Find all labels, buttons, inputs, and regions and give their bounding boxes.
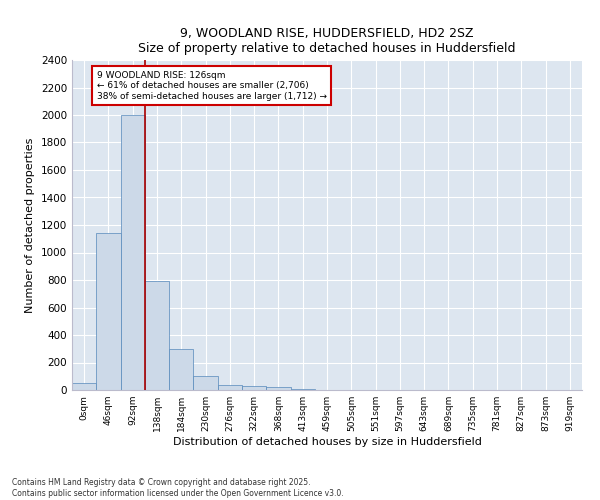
Bar bbox=[193, 376, 218, 390]
Text: Contains HM Land Registry data © Crown copyright and database right 2025.
Contai: Contains HM Land Registry data © Crown c… bbox=[12, 478, 344, 498]
Bar bbox=[242, 386, 266, 390]
X-axis label: Distribution of detached houses by size in Huddersfield: Distribution of detached houses by size … bbox=[173, 437, 481, 447]
Bar bbox=[121, 115, 145, 390]
Bar bbox=[169, 350, 193, 390]
Title: 9, WOODLAND RISE, HUDDERSFIELD, HD2 2SZ
Size of property relative to detached ho: 9, WOODLAND RISE, HUDDERSFIELD, HD2 2SZ … bbox=[138, 26, 516, 54]
Bar bbox=[96, 233, 121, 390]
Bar bbox=[218, 384, 242, 390]
Bar bbox=[266, 387, 290, 390]
Y-axis label: Number of detached properties: Number of detached properties bbox=[25, 138, 35, 312]
Text: 9 WOODLAND RISE: 126sqm
← 61% of detached houses are smaller (2,706)
38% of semi: 9 WOODLAND RISE: 126sqm ← 61% of detache… bbox=[97, 71, 327, 101]
Bar bbox=[290, 389, 315, 390]
Bar bbox=[72, 383, 96, 390]
Bar bbox=[145, 282, 169, 390]
